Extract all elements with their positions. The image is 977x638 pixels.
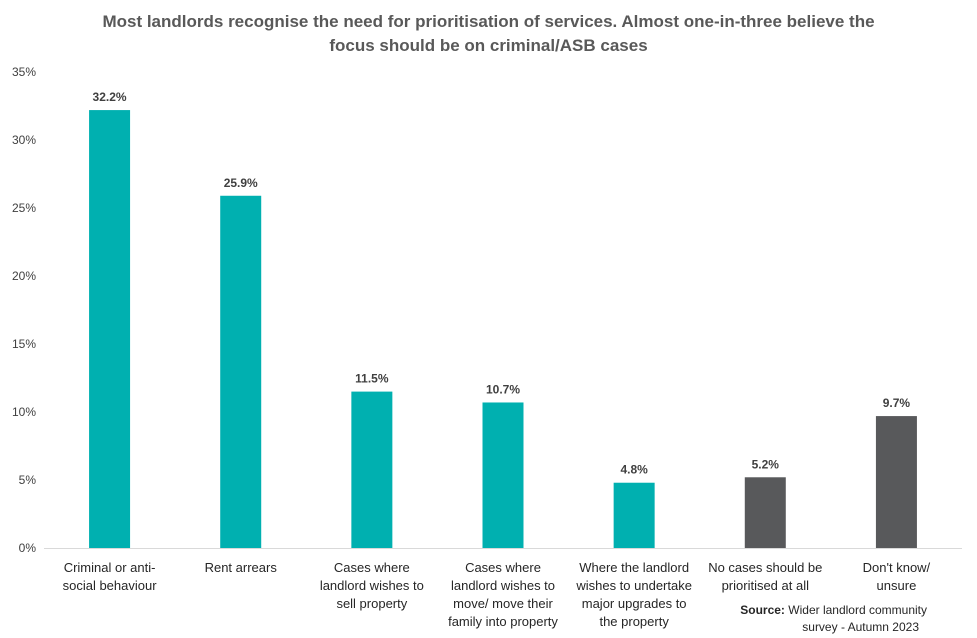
data-label: 11.5% [355,372,389,386]
category-label-line: unsure [877,578,917,593]
category-label-line: Criminal or anti- [64,560,156,575]
source-text-1: Wider landlord community [784,603,927,617]
category-label-line: Don't know/ [863,560,931,575]
y-tick-label: 35% [12,65,36,79]
chart-title: Most landlords recognise the need for pr… [0,10,977,58]
bar [613,482,655,548]
chart-title-line2: focus should be on criminal/ASB cases [329,36,648,55]
category-label: Don't know/unsure [863,560,931,593]
source-label: Source: [740,603,785,617]
y-tick-label: 25% [12,201,36,215]
category-label: Rent arrears [205,560,278,575]
category-label-line: landlord wishes to [320,578,424,593]
category-label-line: Where the landlord [579,560,689,575]
data-label: 5.2% [752,457,780,471]
category-label: Cases where landlord wishes to move/ move … [448,560,558,629]
y-tick-label: 0% [19,541,37,555]
category-label-line: major upgrades to [582,596,687,611]
bar [744,477,786,548]
chart-title-line1: Most landlords recognise the need for pr… [102,12,875,31]
data-label: 32.2% [93,90,127,104]
bar [482,402,524,548]
category-label-line: sell property [336,596,407,611]
data-label: 9.7% [883,396,911,410]
bar [351,391,393,548]
category-label-line: the property [599,614,669,629]
category-label-line: wishes to undertake [575,578,692,593]
bar [89,110,131,548]
category-label-line: prioritised at all [722,578,810,593]
data-label: 4.8% [620,463,648,477]
y-tick-label: 15% [12,337,36,351]
data-label: 25.9% [224,176,258,190]
bar [220,195,262,548]
category-label-line: landlord wishes to [451,578,555,593]
category-label-line: move/ move their [453,596,553,611]
source-note: Source: Wider landlord community survey … [740,602,927,636]
bar [875,416,917,548]
y-tick-label: 20% [12,269,36,283]
y-tick-label: 30% [12,133,36,147]
category-label: Where the landlord wishes to undertake maj… [575,560,692,629]
source-text-2: survey - Autumn 2023 [802,620,919,634]
category-label: Criminal or anti-social behaviour [63,560,158,593]
category-label-line: family into property [448,614,558,629]
category-label-line: Cases where [465,560,541,575]
category-label: Cases where landlord wishes to sell proper… [320,560,424,611]
category-label-line: No cases should be [708,560,822,575]
y-tick-label: 5% [19,473,37,487]
data-label: 10.7% [486,382,520,396]
category-label-line: Cases where [334,560,410,575]
y-tick-label: 10% [12,405,36,419]
category-label: No cases should be prioritised at all [708,560,822,593]
category-label-line: Rent arrears [205,560,278,575]
category-label-line: social behaviour [63,578,158,593]
